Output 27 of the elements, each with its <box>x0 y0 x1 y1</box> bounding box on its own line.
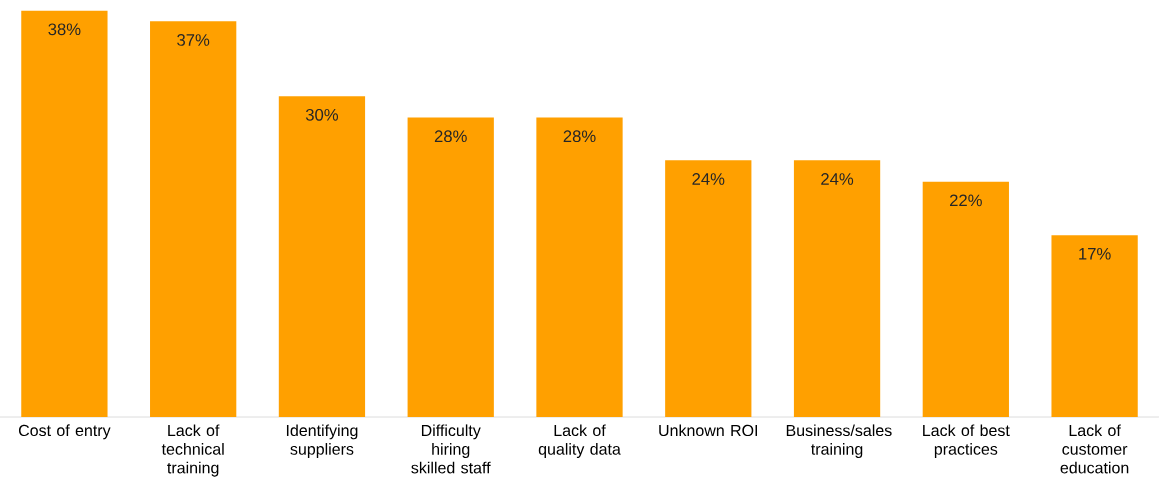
data-label: 38% <box>48 23 81 36</box>
data-label: 24% <box>821 173 854 185</box>
data-label: 30% <box>305 108 339 121</box>
x-tick-label: Unknown ROI <box>659 424 758 437</box>
x-tick-label: Cost of entry <box>18 424 111 440</box>
data-label: 37% <box>177 34 210 46</box>
bar <box>407 117 494 417</box>
data-label: 28% <box>563 130 596 143</box>
x-tick-label: Lack of technical training <box>161 424 224 477</box>
data-label: 17% <box>1079 247 1111 260</box>
x-tick-label: Lack of quality data <box>538 424 621 458</box>
bar <box>536 117 623 417</box>
x-tick-label: Lack of best practices <box>923 424 1010 458</box>
bar <box>21 10 108 417</box>
bar <box>278 96 366 417</box>
x-tick-label: Difficulty hiring skilled staff <box>411 424 491 474</box>
bar <box>1051 235 1138 417</box>
bar <box>793 160 881 417</box>
x-tick-label: Identifying suppliers <box>286 424 358 458</box>
x-tick-label: Business/sales training <box>786 424 892 458</box>
x-tick-label: Lack of customer education <box>1060 424 1129 474</box>
data-label: 24% <box>692 173 725 185</box>
bar <box>665 160 752 417</box>
bar <box>922 181 1009 417</box>
data-label: 28% <box>434 130 467 143</box>
data-label: 22% <box>949 194 982 207</box>
bar <box>150 21 237 417</box>
